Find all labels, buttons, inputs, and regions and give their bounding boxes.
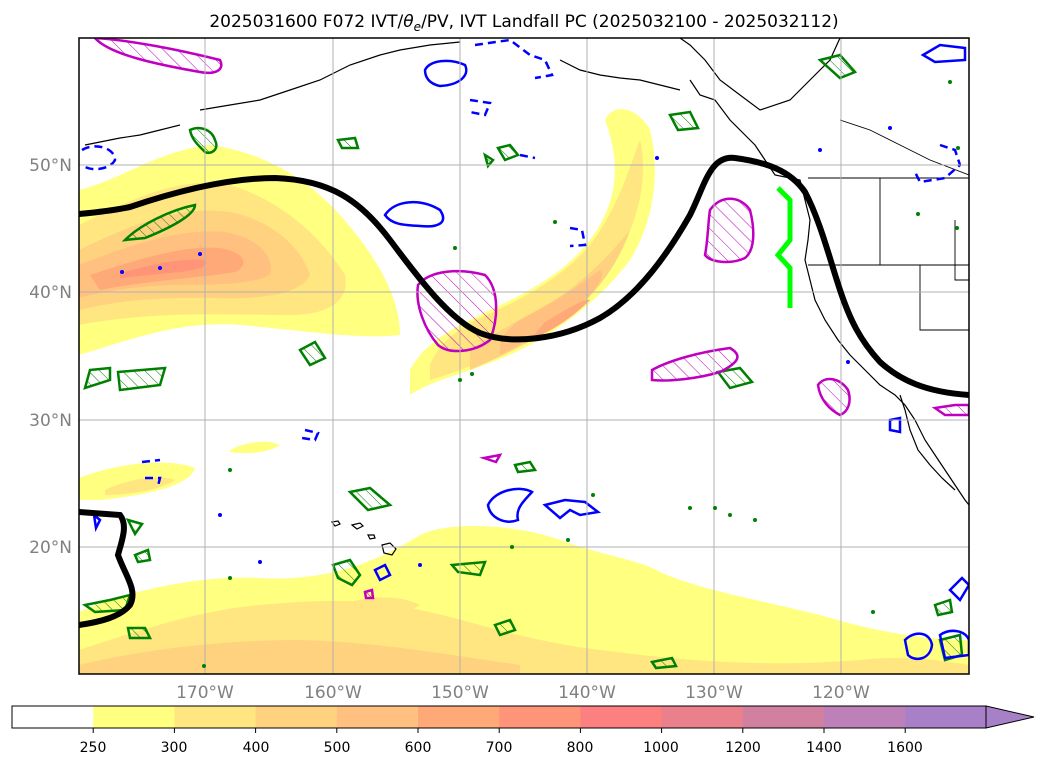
colorbar-cell: [255, 706, 338, 728]
lat-label: 20°N: [29, 538, 72, 558]
pv-green-contours: [81, 53, 964, 670]
colorbar-tick-label: 250: [80, 740, 107, 756]
colorbar-ticks: [92, 728, 906, 733]
colorbar-tick-labels: 250 300 400 500 600 700 800 1000 1200 14…: [80, 740, 923, 756]
colorbar-tick-label: 1400: [806, 740, 842, 756]
colorbar-cell: [418, 706, 500, 728]
hawaii-islands: [330, 520, 397, 556]
lat-label: 50°N: [29, 156, 72, 176]
colorbar-cell: [12, 706, 94, 728]
lon-label: 150°W: [431, 683, 489, 703]
pv-blue-contours: [92, 43, 969, 661]
lon-label: 120°W: [812, 683, 870, 703]
pv-blue-dashed-contours: [81, 38, 962, 487]
pv-magenta-contours: [93, 38, 969, 600]
map-content: [79, 38, 969, 674]
lat-label: 30°N: [29, 411, 72, 431]
colorbar-tick-label: 300: [161, 740, 188, 756]
colorbar-tick-label: 700: [486, 740, 513, 756]
colorbar-cell: [174, 706, 257, 728]
lat-labels: 50°N 40°N 30°N 20°N: [29, 156, 72, 558]
gridlines: [79, 38, 969, 674]
ivt-shading: [79, 109, 969, 674]
chart-title: 2025031600 F072 IVT/θe/PV, IVT Landfall …: [209, 12, 838, 34]
colorbar-cell: [661, 706, 744, 728]
colorbar-tick-label: 1200: [725, 740, 761, 756]
lon-label: 130°W: [685, 683, 743, 703]
lon-labels: 170°W 160°W 150°W 140°W 130°W 120°W: [176, 683, 870, 703]
colorbar-cell: [336, 706, 419, 728]
colorbar-tick-label: 400: [243, 740, 270, 756]
map-frame: [78, 37, 970, 675]
colorbar-tick-label: 500: [324, 740, 351, 756]
colorbar-extend-arrow: [985, 705, 1035, 729]
colorbar-tick-label: 600: [405, 740, 432, 756]
small-features: [120, 80, 960, 668]
colorbar-cell: [499, 706, 581, 728]
lat-label: 40°N: [29, 283, 72, 303]
lon-label: 140°W: [558, 683, 616, 703]
colorbar-tick-label: 1600: [887, 740, 923, 756]
theta-e-contour: [79, 154, 969, 628]
colorbar-cell: [580, 706, 663, 728]
colorbar-cell: [824, 706, 906, 728]
lon-label: 160°W: [304, 683, 362, 703]
colorbar-cells: [12, 706, 987, 728]
colorbar-cell: [93, 706, 175, 728]
colorbar-cell: [905, 706, 987, 728]
lon-label: 170°W: [176, 683, 234, 703]
landfall-line: [774, 186, 793, 308]
colorbar-cell: [742, 706, 825, 728]
colorbar-tick-label: 1000: [643, 740, 679, 756]
colorbar-tick-label: 800: [567, 740, 594, 756]
colorbar: 250 300 400 500 600 700 800 1000 1200 14…: [11, 705, 1035, 756]
coastlines: [84, 38, 969, 506]
